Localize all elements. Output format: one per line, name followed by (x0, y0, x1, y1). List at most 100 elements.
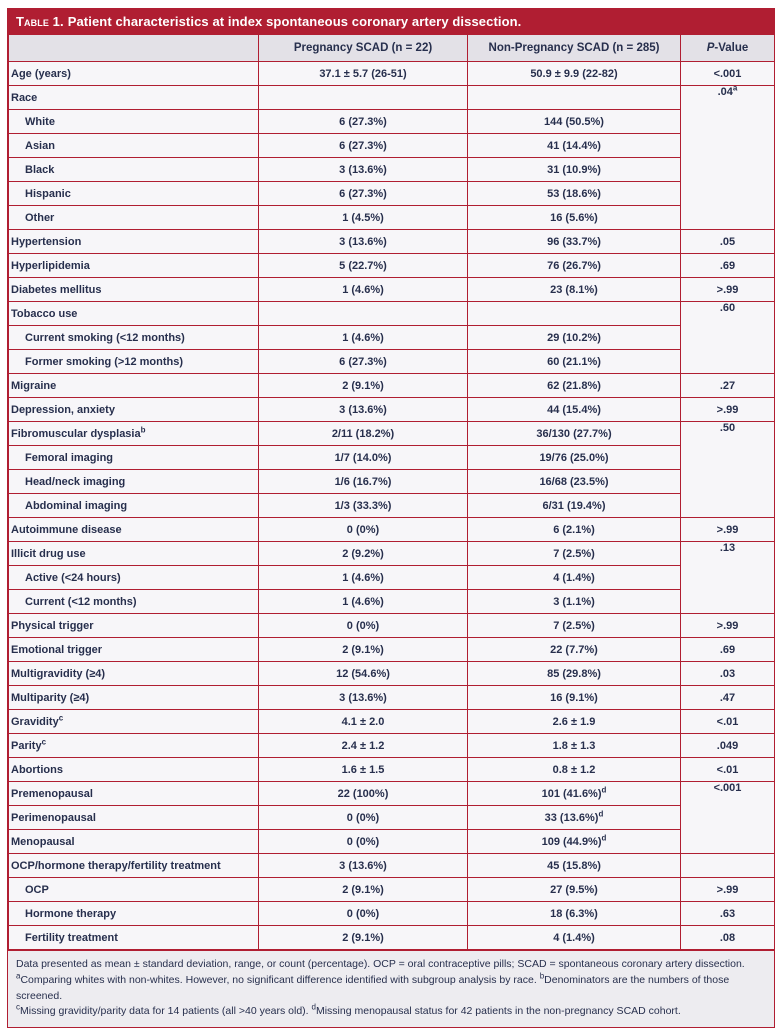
cell-nonpregnancy-value: 53 (18.6%) (467, 181, 681, 206)
cell-pvalue: .63 (680, 901, 775, 926)
cell-pregnancy-value: 1/7 (14.0%) (258, 445, 468, 470)
row-label: Fibromuscular dysplasiab (8, 421, 259, 446)
table-row: Active (<24 hours) 1 (4.6%) 4 (1.4%) (8, 565, 775, 590)
cell-pregnancy-value: 0 (0%) (258, 901, 468, 926)
cell-pregnancy-value: 6 (27.3%) (258, 349, 468, 374)
cell-nonpregnancy-value: 6 (2.1%) (467, 517, 681, 542)
table-row: Abortions 1.6 ± 1.5 0.8 ± 1.2 <.01 (8, 757, 775, 782)
cell-nonpregnancy-value: 23 (8.1%) (467, 277, 681, 302)
table-row: Former smoking (>12 months) 6 (27.3%) 60 (… (8, 349, 775, 374)
cell-pregnancy-value: 2/11 (18.2%) (258, 421, 468, 446)
pvalue-rest: -Value (714, 42, 749, 54)
column-header-pregnancy-scad: Pregnancy SCAD (n = 22) (258, 34, 468, 62)
cell-pvalue: >.99 (680, 613, 775, 638)
table-row: Hyperlipidemia 5 (22.7%) 76 (26.7%) .69 (8, 253, 775, 278)
cell-pvalue: <.01 (680, 709, 775, 734)
row-label: Other (8, 205, 259, 230)
cell-nonpregnancy-value: 2.6 ± 1.9 (467, 709, 681, 734)
superscript-marker: d (598, 808, 604, 818)
table-row: Abdominal imaging 1/3 (33.3%) 6/31 (19.4%) (8, 493, 775, 518)
cell-nonpregnancy-value: 18 (6.3%) (467, 901, 681, 926)
cell-nonpregnancy-value: 85 (29.8%) (467, 661, 681, 686)
column-header-pvalue: P-Value (680, 34, 775, 62)
row-label: Abdominal imaging (8, 493, 259, 518)
cell-pregnancy-value: 6 (27.3%) (258, 181, 468, 206)
cell-pvalue: .69 (680, 637, 775, 662)
cell-pregnancy-value: 37.1 ± 5.7 (26-51) (258, 61, 468, 86)
cell-pregnancy-value: 2 (9.1%) (258, 877, 468, 902)
cell-pregnancy-value: 2 (9.1%) (258, 373, 468, 398)
cell-nonpregnancy-value: 29 (10.2%) (467, 325, 681, 350)
cell-pregnancy-value: 1 (4.6%) (258, 589, 468, 614)
cell-pvalue: .13 (680, 541, 775, 614)
table-row: Tobacco use .60 (8, 301, 775, 374)
superscript-marker: d (601, 832, 607, 842)
footnotes: Data presented as mean ± standard deviat… (8, 950, 774, 1027)
row-label: Menopausal (8, 829, 259, 854)
row-label: Head/neck imaging (8, 469, 259, 494)
cell-pregnancy-value: 0 (0%) (258, 613, 468, 638)
superscript-marker: c (16, 1002, 20, 1012)
cell-nonpregnancy-value: 45 (15.8%) (467, 853, 681, 878)
cell-pvalue: <.001 (680, 781, 775, 854)
cell-pregnancy-value: 1 (4.6%) (258, 565, 468, 590)
table-row: Hypertension 3 (13.6%) 96 (33.7%) .05 (8, 229, 775, 254)
cell-pvalue: <.001 (680, 61, 775, 86)
row-label: White (8, 109, 259, 134)
table-row: Age (years) 37.1 ± 5.7 (26-51) 50.9 ± 9.9 … (8, 61, 775, 86)
superscript-marker: a (16, 971, 21, 981)
row-label: Premenopausal (8, 781, 259, 806)
cell-pvalue: .05 (680, 229, 775, 254)
cell-pvalue: .04a (680, 85, 775, 230)
table-title-text: Patient characteristics at index spontan… (67, 14, 522, 29)
footnote-line: cMissing gravidity/parity data for 14 pa… (16, 1002, 681, 1018)
cell-pregnancy-value: 22 (100%) (258, 781, 468, 806)
footnote-line: aComparing whites with non-whites. Howev… (16, 971, 730, 1002)
row-label: Migraine (8, 373, 259, 398)
cell-nonpregnancy-value: 7 (2.5%) (467, 541, 681, 566)
cell-nonpregnancy-value: 36/130 (27.7%) (467, 421, 681, 446)
table-row: Race .04a (8, 85, 775, 230)
cell-pregnancy-value: 1 (4.5%) (258, 205, 468, 230)
table-title-bar: Table 1. Patient characteristics at index… (8, 9, 774, 34)
cell-pregnancy-value: 3 (13.6%) (258, 157, 468, 182)
table-row: Physical trigger 0 (0%) 7 (2.5%) >.99 (8, 613, 775, 638)
cell-pregnancy-value: 0 (0%) (258, 805, 468, 830)
cell-nonpregnancy-value: 16 (5.6%) (467, 205, 681, 230)
table-row: Emotional trigger 2 (9.1%) 22 (7.7%) .69 (8, 637, 775, 662)
cell-nonpregnancy-value: 4 (1.4%) (467, 565, 681, 590)
cell-nonpregnancy-value: 109 (44.9%)d (467, 829, 681, 854)
cell-pregnancy-value: 2 (9.2%) (258, 541, 468, 566)
cell-nonpregnancy-value: 4 (1.4%) (467, 925, 681, 950)
cell-pregnancy-value: 2 (9.1%) (258, 925, 468, 950)
cell-nonpregnancy-value: 16/68 (23.5%) (467, 469, 681, 494)
cell-pregnancy-value (258, 301, 468, 326)
table-row: Perimenopausal 0 (0%) 33 (13.6%)d (8, 805, 775, 830)
cell-pvalue: .049 (680, 733, 775, 758)
row-label: Emotional trigger (8, 637, 259, 662)
row-label: Fertility treatment (8, 925, 259, 950)
row-label: Autoimmune disease (8, 517, 259, 542)
superscript-marker: c (41, 736, 47, 746)
row-label: Multiparity (≥4) (8, 685, 259, 710)
cell-nonpregnancy-value: 60 (21.1%) (467, 349, 681, 374)
header-row: Pregnancy SCAD (n = 22) Non-Pregnancy SC… (8, 34, 775, 62)
table-row: Hormone therapy 0 (0%) 18 (6.3%) .63 (8, 901, 775, 926)
table-row: Parityc 2.4 ± 1.2 1.8 ± 1.3.049 (8, 733, 775, 758)
cell-pregnancy-value: 3 (13.6%) (258, 397, 468, 422)
row-label: Diabetes mellitus (8, 277, 259, 302)
cell-nonpregnancy-value: 33 (13.6%)d (467, 805, 681, 830)
table-row: Autoimmune disease 0 (0%) 6 (2.1%) >.99 (8, 517, 775, 542)
column-header-nonpregnancy-scad: Non-Pregnancy SCAD (n = 285) (467, 34, 681, 62)
cell-pvalue: .69 (680, 253, 775, 278)
superscript-marker: b (539, 971, 545, 981)
cell-pvalue: >.99 (680, 277, 775, 302)
row-label: Physical trigger (8, 613, 259, 638)
cell-nonpregnancy-value: 22 (7.7%) (467, 637, 681, 662)
cell-nonpregnancy-value: 41 (14.4%) (467, 133, 681, 158)
row-label: Tobacco use (8, 301, 259, 326)
table-row: Multigravidity (≥4) 12 (54.6%) 85 (29.8%).… (8, 661, 775, 686)
table-row: Premenopausal 22 (100%) 101 (41.6%)d <.001 (8, 781, 775, 854)
row-label: Race (8, 85, 259, 110)
table-row: Asian 6 (27.3%) 41 (14.4%) (8, 133, 775, 158)
